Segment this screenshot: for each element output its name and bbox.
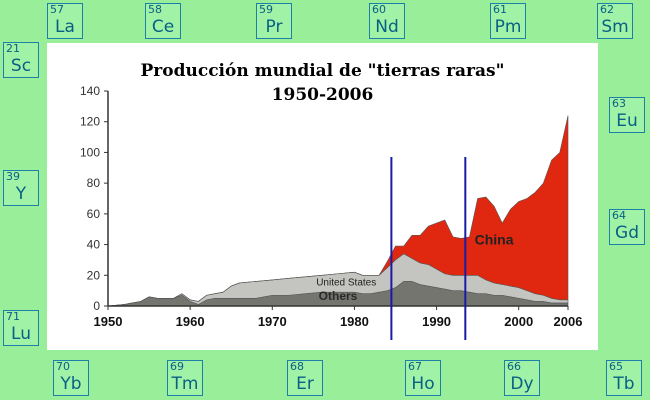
element-tile-lu: 71 Lu — [3, 310, 39, 346]
element-tile-ce: 58 Ce — [145, 3, 181, 39]
element-symbol: La — [55, 17, 75, 37]
y-tick-label: 20 — [87, 268, 101, 282]
element-symbol: Lu — [11, 324, 31, 344]
y-tick-label: 0 — [93, 299, 100, 313]
element-tile-yb: 70 Yb — [53, 360, 89, 396]
element-symbol: Tb — [613, 374, 635, 394]
rare-earth-production-chart: 0 20 40 60 80 100 120 140 1950 1960 1970 1980 1990 20… — [80, 84, 583, 340]
element-tile-ho: 67 Ho — [405, 360, 441, 396]
element-tile-dy: 66 Dy — [504, 360, 540, 396]
element-symbol: Gd — [615, 223, 639, 243]
atomic-number: 57 — [50, 3, 64, 16]
atomic-number: 58 — [148, 3, 162, 16]
element-symbol: Tm — [171, 374, 199, 394]
y-tick-label: 80 — [87, 176, 101, 190]
element-tile-er: 68 Er — [287, 360, 323, 396]
element-tile-la: 57 La — [47, 3, 83, 39]
x-tick-label: 1960 — [176, 314, 205, 329]
element-symbol: Ce — [151, 17, 175, 37]
x-tick-label: 2006 — [554, 314, 583, 329]
element-symbol: Pr — [265, 17, 283, 37]
atomic-number: 62 — [600, 3, 614, 16]
y-tick-label: 120 — [80, 115, 100, 129]
element-symbol: Dy — [510, 374, 534, 394]
element-tile-pr: 59 Pr — [256, 3, 292, 39]
element-symbol: Er — [296, 374, 314, 394]
atomic-number: 67 — [408, 360, 422, 373]
chart-subtitle: 1950-2006 — [271, 85, 374, 105]
atomic-number: 61 — [493, 3, 507, 16]
atomic-number: 60 — [372, 3, 386, 16]
y-tick-label: 100 — [80, 145, 100, 159]
x-tick-label: 1990 — [422, 314, 451, 329]
atomic-number: 66 — [507, 360, 521, 373]
atomic-number: 64 — [612, 209, 626, 222]
atomic-number: 68 — [290, 360, 304, 373]
element-tile-y: 39 Y — [3, 170, 39, 206]
element-symbol: Ho — [411, 374, 435, 394]
element-symbol: Sc — [10, 56, 32, 76]
atomic-number: 63 — [612, 97, 626, 110]
element-tile-tm: 69 Tm — [167, 360, 203, 396]
element-symbol: Eu — [616, 111, 638, 131]
element-tile-eu: 63 Eu — [609, 97, 645, 133]
element-symbol: Pm — [494, 17, 522, 37]
element-tile-sc: 21 Sc — [3, 42, 39, 78]
atomic-number: 71 — [6, 310, 20, 323]
element-symbol: Y — [15, 184, 27, 204]
element-tile-tb: 65 Tb — [606, 360, 642, 396]
atomic-number: 70 — [56, 360, 70, 373]
series-area-china — [107, 115, 569, 307]
annotation-china: China — [475, 232, 514, 248]
element-symbol: Yb — [60, 374, 82, 394]
x-tick-label: 2000 — [504, 314, 533, 329]
y-tick-label: 60 — [87, 207, 101, 221]
annotation-others: Others — [319, 289, 358, 303]
element-symbol: Sm — [601, 17, 629, 37]
x-tick-label: 1980 — [340, 314, 369, 329]
atomic-number: 69 — [170, 360, 184, 373]
atomic-number: 59 — [259, 3, 273, 16]
chart-panel: Producción mundial de "tierras raras" 19… — [47, 43, 598, 350]
chart-title: Producción mundial de "tierras raras" — [140, 61, 505, 81]
element-tile-pm: 61 Pm — [490, 3, 526, 39]
element-symbol: Nd — [375, 17, 399, 37]
x-tick-label: 1970 — [258, 314, 287, 329]
atomic-number: 21 — [6, 42, 20, 55]
annotation-united-states: United States — [316, 277, 376, 288]
x-tick-label: 1950 — [94, 314, 123, 329]
atomic-number: 65 — [609, 360, 623, 373]
element-tile-gd: 64 Gd — [609, 209, 645, 245]
element-tile-sm: 62 Sm — [597, 3, 633, 39]
y-tick-label: 140 — [80, 84, 100, 98]
y-tick-label: 40 — [87, 238, 101, 252]
atomic-number: 39 — [6, 170, 20, 183]
element-tile-nd: 60 Nd — [369, 3, 405, 39]
